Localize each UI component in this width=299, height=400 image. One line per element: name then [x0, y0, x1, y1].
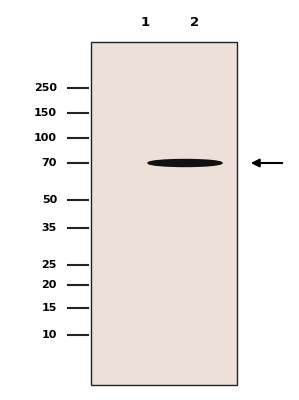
- Text: 1: 1: [141, 16, 150, 28]
- Text: 25: 25: [42, 260, 57, 270]
- Text: 15: 15: [42, 303, 57, 313]
- Text: 250: 250: [34, 83, 57, 93]
- Text: 20: 20: [42, 280, 57, 290]
- Text: 2: 2: [190, 16, 199, 28]
- Text: 50: 50: [42, 195, 57, 205]
- Text: 150: 150: [34, 108, 57, 118]
- Ellipse shape: [148, 160, 222, 166]
- Text: 35: 35: [42, 223, 57, 233]
- Text: 70: 70: [42, 158, 57, 168]
- Text: 10: 10: [42, 330, 57, 340]
- Text: 100: 100: [34, 133, 57, 143]
- Bar: [91, 42, 237, 385]
